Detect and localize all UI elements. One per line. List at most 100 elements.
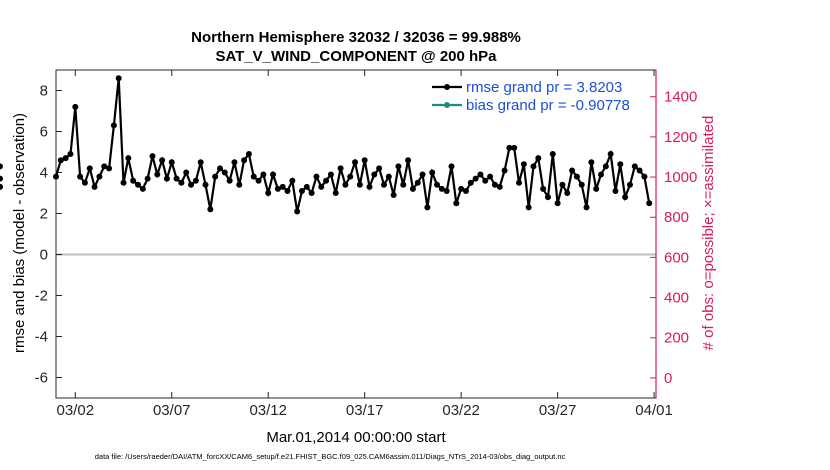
rmse-point <box>274 185 281 192</box>
x-axis-label: Mar.01,2014 00:00:00 start <box>266 429 446 446</box>
rmse-point <box>448 163 455 170</box>
y-left-tick-label: 0 <box>40 247 48 264</box>
rmse-point <box>207 206 214 213</box>
rmse-point <box>134 181 141 188</box>
rmse-point <box>458 185 465 192</box>
rmse-point <box>125 155 132 162</box>
rmse-point <box>593 185 600 192</box>
rmse-point <box>318 183 325 190</box>
rmse-point <box>313 173 320 180</box>
rmse-point <box>96 173 103 180</box>
x-tick-label: 03/27 <box>539 402 577 419</box>
rmse-point <box>332 190 339 196</box>
rmse-point <box>395 163 402 170</box>
rmse-point <box>530 163 537 170</box>
rmse-point <box>265 190 272 196</box>
plot-frame <box>55 69 657 399</box>
rmse-point <box>506 144 513 151</box>
rmse-point <box>352 159 359 166</box>
rmse-point <box>525 204 532 211</box>
x-tick-label: 03/22 <box>442 402 480 419</box>
rmse-point <box>559 181 566 188</box>
rmse-point <box>487 173 494 180</box>
rmse-point <box>53 173 59 180</box>
rmse-point <box>376 165 383 172</box>
rmse-point <box>216 165 223 172</box>
y-left-tick-label: 2 <box>40 206 48 223</box>
rmse-point <box>323 177 330 184</box>
rmse-point <box>0 175 3 182</box>
rmse-point <box>289 177 296 184</box>
rmse-point <box>327 171 334 178</box>
rmse-point <box>631 163 638 170</box>
rmse-point <box>409 185 416 192</box>
rmse-point <box>212 173 219 180</box>
rmse-point <box>607 151 614 158</box>
rmse-point <box>159 157 166 164</box>
rmse-point <box>641 173 648 180</box>
rmse-point <box>578 181 585 188</box>
rmse-point <box>250 173 257 180</box>
rmse-point <box>626 181 633 188</box>
rmse-point <box>429 169 436 176</box>
rmse-point <box>120 179 127 186</box>
rmse-point <box>298 187 305 194</box>
x-tick-label: 03/12 <box>249 402 287 419</box>
y-left-tick-label: -4 <box>35 329 48 346</box>
rmse-point <box>236 181 243 188</box>
rmse-point <box>636 167 643 174</box>
rmse-point <box>91 183 98 190</box>
rmse-point <box>438 185 445 192</box>
rmse-point <box>390 192 397 199</box>
y-left-tick-label: -2 <box>35 288 48 305</box>
rmse-point <box>197 159 204 166</box>
y-axis-right-label: # of obs: o=possible; ×=assimilated <box>700 116 717 351</box>
rmse-point <box>202 181 209 188</box>
rmse-point <box>356 181 363 188</box>
y-left-tick-label: 8 <box>40 83 48 100</box>
rmse-point <box>434 181 441 188</box>
y-right-tick-label: 600 <box>664 249 689 266</box>
rmse-point <box>622 194 629 201</box>
rmse-point <box>496 183 503 190</box>
rmse-point <box>540 185 547 192</box>
rmse-point <box>178 179 185 186</box>
rmse-point <box>646 200 653 207</box>
rmse-point <box>482 177 489 184</box>
rmse-point <box>173 175 180 182</box>
rmse-point <box>188 181 195 188</box>
rmse-point <box>245 151 252 158</box>
x-tick-label: 04/01 <box>635 402 673 419</box>
rmse-point <box>371 171 378 178</box>
rmse-point <box>72 103 79 110</box>
rmse-point <box>115 75 122 82</box>
rmse-point <box>366 183 373 190</box>
y-axis-left-label: rmse and bias (model - observation) <box>11 113 28 353</box>
rmse-point <box>308 190 315 196</box>
rmse-point <box>491 181 498 188</box>
rmse-point <box>0 163 3 170</box>
legend-rmse-label: rmse grand pr = 3.8203 <box>466 79 622 96</box>
y-right-tick-label: 800 <box>664 209 689 226</box>
rmse-point <box>149 153 156 160</box>
rmse-point <box>337 165 344 172</box>
y-right-tick-label: 1000 <box>664 169 697 186</box>
rmse-point <box>130 177 137 184</box>
rmse-point <box>106 165 113 172</box>
y-right-tick-label: 1400 <box>664 89 697 106</box>
rmse-point <box>270 171 277 178</box>
rmse-point <box>573 173 580 180</box>
y-left-tick-label: 6 <box>40 124 48 141</box>
rmse-point <box>520 161 527 168</box>
rmse-point <box>602 163 609 170</box>
rmse-point <box>255 177 262 184</box>
rmse-point <box>294 208 301 215</box>
rmse-point <box>419 171 426 178</box>
rmse-point <box>86 165 93 172</box>
rmse-point <box>588 159 595 166</box>
rmse-point <box>260 171 267 178</box>
rmse-point <box>62 155 69 162</box>
rmse-point <box>77 173 84 180</box>
rmse-point <box>443 187 450 194</box>
